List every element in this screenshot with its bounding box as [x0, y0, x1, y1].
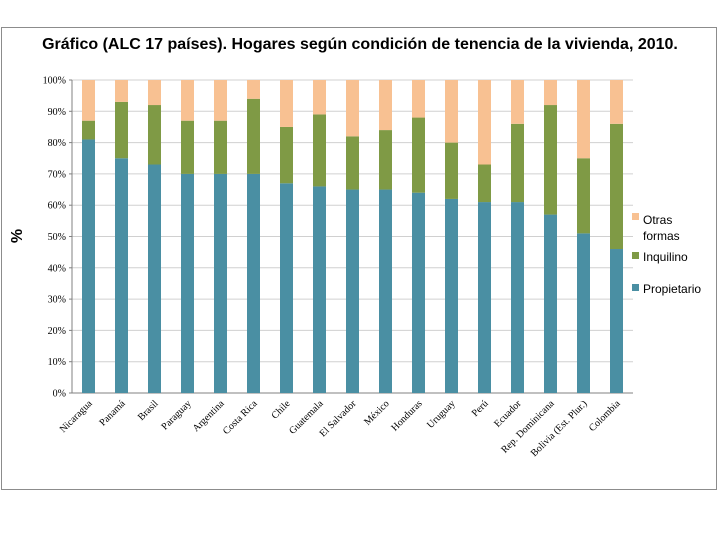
bar-inquilino — [280, 126, 293, 184]
x-tick-label: Nicaragua — [58, 398, 95, 435]
y-tick-label: 40% — [48, 263, 66, 274]
y-axis-label: % — [9, 229, 26, 243]
x-tick-label: Costa Rica — [221, 398, 260, 437]
bar-propietario — [82, 139, 95, 393]
bar-propietario — [577, 233, 590, 393]
y-tick-label: 20% — [48, 326, 66, 337]
bar-otras-formas — [280, 80, 293, 127]
y-tick-label: 50% — [48, 232, 66, 243]
bar-propietario — [511, 202, 524, 393]
x-tick-label: Paraguay — [160, 398, 194, 432]
x-tick-label: México — [362, 398, 391, 427]
y-tick-label: 30% — [48, 295, 66, 306]
bar-propietario — [313, 186, 326, 393]
legend-label-inquilino: Inquilino — [643, 250, 688, 264]
legend-swatch-propietario — [632, 284, 639, 291]
legend-swatch-otras — [632, 213, 639, 220]
x-tick-label: Brasil — [136, 398, 161, 423]
bar-inquilino — [115, 101, 128, 159]
bar-propietario — [181, 173, 194, 393]
legend-swatch-inquilino — [632, 252, 639, 259]
y-tick-label: 80% — [48, 138, 66, 149]
bar-inquilino — [313, 114, 326, 187]
x-tick-label: Bolivia (Est. Plur.) — [529, 398, 590, 459]
y-tick-label: 10% — [48, 357, 66, 368]
bar-otras-formas — [544, 80, 557, 106]
x-tick-label: Perú — [470, 398, 491, 419]
bar-propietario — [544, 214, 557, 393]
bar-propietario — [280, 183, 293, 393]
x-tick-label: El Salvador — [318, 398, 359, 439]
bar-inquilino — [148, 105, 161, 165]
bar-otras-formas — [247, 80, 260, 99]
bar-otras-formas — [610, 80, 623, 124]
x-tick-label: Ecuador — [492, 398, 524, 430]
x-tick-label: Colombia — [587, 398, 623, 434]
bar-propietario — [610, 249, 623, 393]
y-tick-label: 90% — [48, 107, 66, 118]
bar-propietario — [478, 202, 491, 393]
y-tick-label: 70% — [48, 169, 66, 180]
bar-inquilino — [247, 98, 260, 174]
legend: Otras formas Inquilino Propietario — [632, 213, 701, 296]
bar-inquilino — [412, 117, 425, 193]
bar-inquilino — [379, 130, 392, 190]
bar-inquilino — [82, 120, 95, 140]
bar-otras-formas — [115, 80, 128, 102]
bar-otras-formas — [181, 80, 194, 121]
bar-otras-formas — [313, 80, 326, 115]
bar-propietario — [214, 173, 227, 393]
bar-inquilino — [610, 123, 623, 250]
bar-otras-formas — [577, 80, 590, 159]
x-tick-label: Chile — [270, 398, 293, 421]
bar-inquilino — [577, 158, 590, 234]
y-tick-label: 100% — [43, 76, 66, 87]
bar-inquilino — [181, 120, 194, 174]
chart-title: Gráfico (ALC 17 países). Hogares según c… — [42, 36, 678, 53]
bar-propietario — [379, 189, 392, 393]
bar-layer — [82, 80, 623, 393]
bar-otras-formas — [412, 80, 425, 118]
bar-propietario — [115, 158, 128, 393]
bar-otras-formas — [214, 80, 227, 121]
bar-propietario — [346, 189, 359, 393]
legend-label-otras-line1: Otras — [643, 213, 672, 227]
bar-otras-formas — [511, 80, 524, 124]
bar-propietario — [247, 173, 260, 393]
bar-inquilino — [511, 123, 524, 203]
bar-otras-formas — [478, 80, 491, 165]
x-tick-label: Uruguay — [425, 398, 458, 431]
bar-otras-formas — [148, 80, 161, 106]
legend-label-otras-line2: formas — [643, 229, 680, 243]
x-tick-label: Panamá — [97, 398, 128, 429]
bar-propietario — [148, 164, 161, 393]
bar-otras-formas — [82, 80, 95, 121]
bar-inquilino — [478, 164, 491, 203]
bar-inquilino — [346, 136, 359, 190]
bar-propietario — [412, 192, 425, 393]
bar-otras-formas — [379, 80, 392, 131]
bar-inquilino — [544, 105, 557, 215]
legend-label-propietario: Propietario — [643, 282, 701, 296]
y-tick-label: 60% — [48, 201, 66, 212]
bar-propietario — [445, 198, 458, 393]
x-tick-label: Honduras — [389, 398, 424, 433]
bar-otras-formas — [346, 80, 359, 137]
bar-inquilino — [445, 142, 458, 199]
y-tick-label: 0% — [53, 389, 66, 400]
bar-otras-formas — [445, 80, 458, 143]
bar-inquilino — [214, 120, 227, 174]
